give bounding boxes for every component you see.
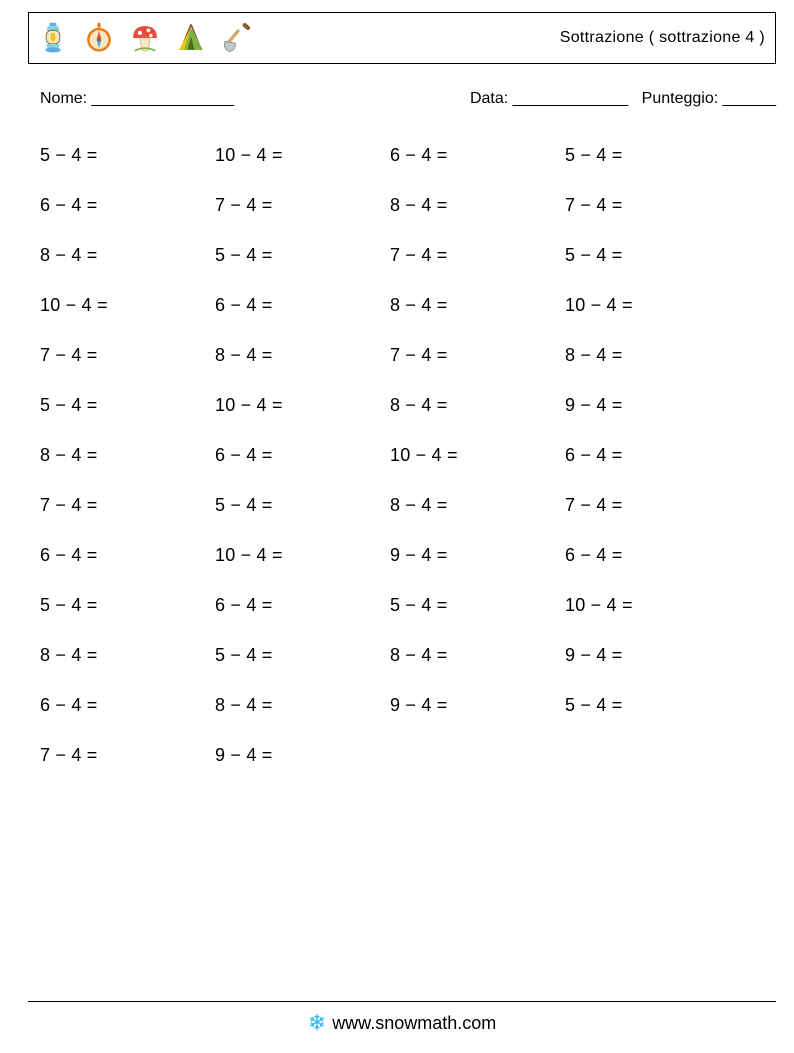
problem-cell: 10 − 4 =: [215, 545, 390, 566]
problem-cell: 6 − 4 =: [215, 445, 390, 466]
problem-row: 5 − 4 =10 − 4 =6 − 4 =5 − 4 =: [40, 130, 754, 180]
problem-cell: 10 − 4 =: [215, 145, 390, 166]
problem-cell: 5 − 4 =: [565, 695, 740, 716]
problem-cell: 8 − 4 =: [390, 395, 565, 416]
meta-row: Nome: ________________ Data: ___________…: [40, 90, 776, 108]
problem-row: 6 − 4 =7 − 4 =8 − 4 =7 − 4 =: [40, 180, 754, 230]
problem-row: 7 − 4 =9 − 4 =: [40, 730, 754, 780]
problem-cell: 9 − 4 =: [565, 645, 740, 666]
problem-cell: 10 − 4 =: [565, 595, 740, 616]
problem-cell: 5 − 4 =: [390, 595, 565, 616]
mushroom-icon: [127, 20, 163, 56]
worksheet-title: Sottrazione ( sottrazione 4 ): [560, 29, 765, 47]
problem-cell: 7 − 4 =: [565, 195, 740, 216]
problem-cell: 7 − 4 =: [40, 495, 215, 516]
date-score-field: Data: _____________ Punteggio: ______: [470, 90, 776, 108]
problem-cell: 8 − 4 =: [390, 195, 565, 216]
header-icons: [35, 20, 255, 56]
footer-site: www.snowmath.com: [332, 1013, 496, 1034]
problem-cell: 8 − 4 =: [215, 695, 390, 716]
header-box: Sottrazione ( sottrazione 4 ): [28, 12, 776, 64]
problem-row: 8 − 4 =5 − 4 =8 − 4 =9 − 4 =: [40, 630, 754, 680]
problem-row: 6 − 4 =8 − 4 =9 − 4 =5 − 4 =: [40, 680, 754, 730]
problem-cell: 10 − 4 =: [215, 395, 390, 416]
problem-cell: 6 − 4 =: [565, 445, 740, 466]
problem-cell: 8 − 4 =: [40, 245, 215, 266]
problem-cell: 6 − 4 =: [215, 595, 390, 616]
problem-cell: 5 − 4 =: [40, 145, 215, 166]
problem-cell: 6 − 4 =: [390, 145, 565, 166]
footer-logo: ❄ www.snowmath.com: [308, 1012, 497, 1034]
compass-icon: [81, 20, 117, 56]
footer: ❄ www.snowmath.com: [28, 1001, 776, 1035]
problem-cell: 10 − 4 =: [40, 295, 215, 316]
problem-row: 5 − 4 =6 − 4 =5 − 4 =10 − 4 =: [40, 580, 754, 630]
problem-cell: 9 − 4 =: [215, 745, 390, 766]
problem-cell: 10 − 4 =: [390, 445, 565, 466]
tent-icon: [173, 20, 209, 56]
problem-cell: 5 − 4 =: [215, 645, 390, 666]
name-field: Nome: ________________: [40, 90, 234, 108]
problem-cell: 5 − 4 =: [40, 395, 215, 416]
problem-row: 6 − 4 =10 − 4 =9 − 4 =6 − 4 =: [40, 530, 754, 580]
snowflake-icon: ❄: [308, 1012, 326, 1034]
problem-cell: 8 − 4 =: [40, 445, 215, 466]
problem-row: 7 − 4 =5 − 4 =8 − 4 =7 − 4 =: [40, 480, 754, 530]
problem-cell: 9 − 4 =: [390, 545, 565, 566]
problem-cell: 8 − 4 =: [565, 345, 740, 366]
problem-cell: 7 − 4 =: [40, 345, 215, 366]
date-field: Data: _____________: [470, 90, 628, 107]
problem-cell: 7 − 4 =: [565, 495, 740, 516]
problem-cell: 6 − 4 =: [40, 545, 215, 566]
problem-cell: 5 − 4 =: [565, 245, 740, 266]
problems-grid: 5 − 4 =10 − 4 =6 − 4 =5 − 4 =6 − 4 =7 − …: [40, 130, 754, 780]
problem-row: 7 − 4 =8 − 4 =7 − 4 =8 − 4 =: [40, 330, 754, 380]
problem-cell: 7 − 4 =: [390, 345, 565, 366]
problem-cell: 6 − 4 =: [215, 295, 390, 316]
problem-row: 5 − 4 =10 − 4 =8 − 4 =9 − 4 =: [40, 380, 754, 430]
problem-row: 8 − 4 =5 − 4 =7 − 4 =5 − 4 =: [40, 230, 754, 280]
problem-cell: 8 − 4 =: [40, 645, 215, 666]
problem-row: 10 − 4 =6 − 4 =8 − 4 =10 − 4 =: [40, 280, 754, 330]
problem-cell: 5 − 4 =: [565, 145, 740, 166]
problem-cell: 5 − 4 =: [215, 245, 390, 266]
problem-cell: 7 − 4 =: [40, 745, 215, 766]
problem-cell: 10 − 4 =: [565, 295, 740, 316]
problem-cell: 8 − 4 =: [390, 295, 565, 316]
problem-cell: 5 − 4 =: [40, 595, 215, 616]
problem-cell: 8 − 4 =: [215, 345, 390, 366]
problem-cell: 6 − 4 =: [40, 695, 215, 716]
problem-row: 8 − 4 =6 − 4 =10 − 4 =6 − 4 =: [40, 430, 754, 480]
shovel-icon: [219, 20, 255, 56]
problem-cell: 7 − 4 =: [215, 195, 390, 216]
problem-cell: 6 − 4 =: [565, 545, 740, 566]
problem-cell: 6 − 4 =: [40, 195, 215, 216]
problem-cell: 5 − 4 =: [215, 495, 390, 516]
problem-cell: 8 − 4 =: [390, 645, 565, 666]
score-field: Punteggio: ______: [642, 90, 776, 107]
problem-cell: 9 − 4 =: [565, 395, 740, 416]
lantern-icon: [35, 20, 71, 56]
problem-cell: 9 − 4 =: [390, 695, 565, 716]
problem-cell: 8 − 4 =: [390, 495, 565, 516]
problem-cell: 7 − 4 =: [390, 245, 565, 266]
